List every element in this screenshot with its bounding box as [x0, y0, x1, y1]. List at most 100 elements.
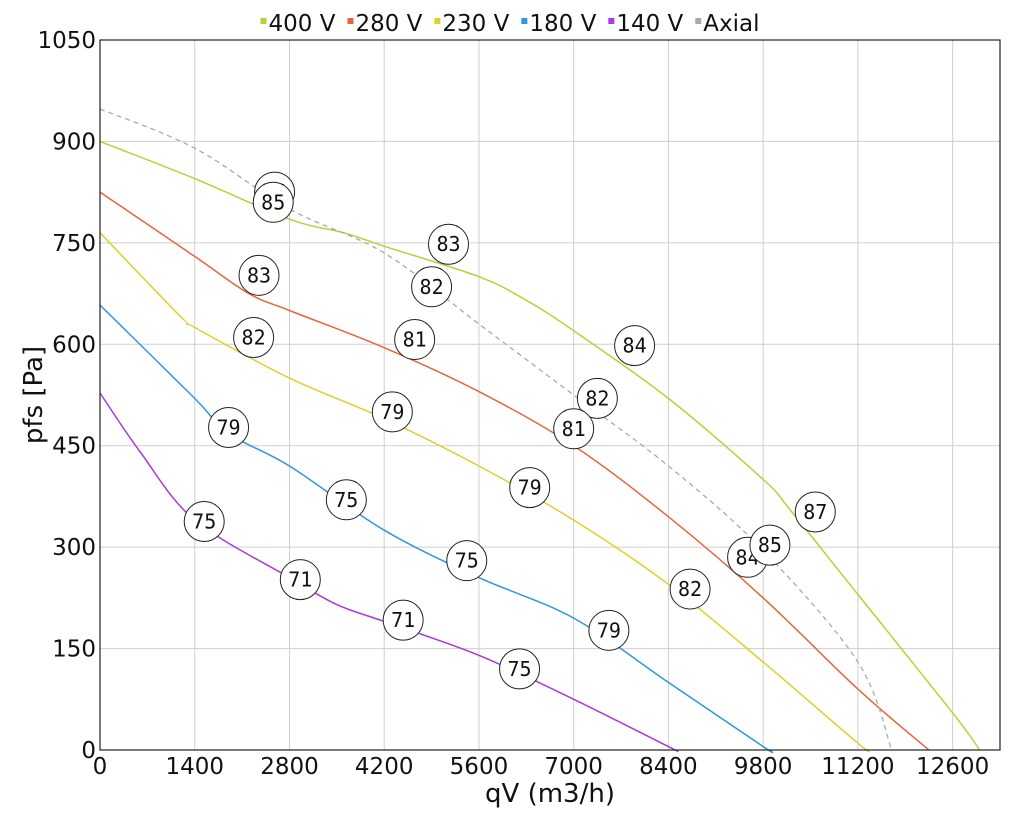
- y-axis-title: pfs [Pa]: [19, 346, 49, 444]
- marker-circle: [499, 648, 541, 690]
- marker-label: 75: [334, 488, 358, 512]
- marker-circle: [669, 568, 711, 610]
- marker-label: 79: [518, 476, 542, 500]
- efficiency-marker: 75: [325, 479, 367, 521]
- x-tick-label: 1400: [165, 754, 224, 780]
- y-axis-ticks: 0 150 300 450 600 750 900 1050: [37, 28, 96, 764]
- y-tick-label: 450: [52, 434, 96, 460]
- series-line-1: [99, 191, 930, 751]
- x-tick-label: 2800: [260, 754, 319, 780]
- marker-circle: [371, 391, 413, 433]
- x-tick-label: 0: [93, 754, 108, 780]
- efficiency-marker: 83: [427, 223, 469, 265]
- x-tick-label: 12600: [916, 754, 989, 780]
- legend-label: 180 V: [529, 11, 596, 37]
- legend-swatch: [434, 18, 441, 24]
- legend: 400 V 280 V 230 V 180 V 140 V Axial: [260, 11, 760, 37]
- marker-circle: [279, 559, 321, 601]
- y-tick-label: 150: [52, 637, 96, 663]
- marker-label: 84: [623, 334, 647, 358]
- marker-label: 83: [436, 232, 460, 256]
- marker-circle: [446, 540, 488, 582]
- legend-item-5: Axial: [695, 11, 760, 37]
- marker-label: 87: [803, 500, 827, 524]
- marker-circle: [749, 524, 791, 566]
- marker-circle: [411, 266, 453, 308]
- efficiency-marker: 75: [446, 540, 488, 582]
- x-tick-label: 4200: [355, 754, 414, 780]
- efficiency-marker: 87: [794, 491, 836, 533]
- marker-circle: [208, 406, 250, 448]
- legend-swatch: [608, 18, 615, 24]
- efficiency-marker: 82: [233, 317, 275, 359]
- x-axis-ticks: 0 1400 2800 4200 5600 7000 8400 9800 11200 12600: [93, 754, 990, 780]
- marker-circle: [238, 254, 280, 296]
- efficiency-marker: 82: [411, 266, 453, 308]
- series-line-5: [99, 108, 893, 751]
- legend-label: 140 V: [616, 11, 683, 37]
- legend-item-1: 280 V: [347, 11, 423, 37]
- marker-circle: [553, 408, 595, 450]
- marker-label: 75: [508, 657, 532, 681]
- marker-label: 79: [597, 618, 621, 642]
- efficiency-marker: 85: [252, 181, 294, 223]
- legend-label: 280 V: [355, 11, 422, 37]
- efficiency-marker: 82: [669, 568, 711, 610]
- marker-circle: [614, 325, 656, 367]
- legend-swatch: [695, 18, 702, 24]
- legend-swatch: [347, 18, 354, 24]
- y-tick-label: 900: [52, 129, 96, 155]
- series-line-4: [99, 392, 679, 753]
- x-tick-label: 11200: [821, 754, 894, 780]
- marker-label: 82: [678, 577, 702, 601]
- marker-circle: [394, 319, 436, 361]
- efficiency-marker: 79: [208, 406, 250, 448]
- marker-label: 85: [261, 190, 285, 214]
- efficiency-marker: 75: [183, 500, 225, 542]
- y-tick-label: 600: [52, 332, 96, 358]
- efficiency-marker: 83: [238, 254, 280, 296]
- x-tick-label: 7000: [544, 754, 603, 780]
- legend-swatch: [521, 18, 528, 24]
- marker-label: 82: [242, 326, 266, 350]
- marker-label: 83: [247, 263, 271, 287]
- grid: [99, 39, 1000, 751]
- marker-circle: [183, 500, 225, 542]
- efficiency-marker: 71: [279, 559, 321, 601]
- legend-item-4: 140 V: [608, 11, 684, 37]
- plot-frame: [99, 39, 1001, 751]
- marker-label: 75: [455, 549, 479, 573]
- efficiency-marker: 81: [394, 319, 436, 361]
- marker-circle: [588, 609, 630, 651]
- x-axis-title: qV (m3/h): [485, 779, 615, 809]
- legend-item-0: 400 V: [260, 11, 336, 37]
- marker-label: 79: [217, 415, 241, 439]
- x-tick-label: 8400: [639, 754, 698, 780]
- x-tick-label: 5600: [450, 754, 509, 780]
- marker-label: 79: [380, 400, 404, 424]
- efficiency-marker: 79: [588, 609, 630, 651]
- efficiency-marker: 84: [614, 325, 656, 367]
- legend-label: Axial: [703, 11, 759, 37]
- marker-label: 71: [288, 568, 312, 592]
- efficiency-marker: 81: [553, 408, 595, 450]
- series-line-2: [99, 232, 870, 753]
- marker-circle: [233, 317, 275, 359]
- efficiency-marker: 79: [371, 391, 413, 433]
- efficiency-marker: 71: [382, 599, 424, 641]
- marker-circle: [794, 491, 836, 533]
- x-tick-label: 9800: [734, 754, 793, 780]
- efficiency-marker: 82: [576, 377, 618, 419]
- marker-label: 82: [420, 275, 444, 299]
- marker-label: 82: [585, 386, 609, 410]
- marker-label: 81: [403, 328, 427, 352]
- legend-item-2: 230 V: [434, 11, 510, 37]
- efficiency-markers: 8585838382848281827981797987758485757582…: [183, 171, 836, 690]
- marker-label: 81: [562, 417, 586, 441]
- marker-label: 85: [758, 533, 782, 557]
- marker-circle: [325, 479, 367, 521]
- efficiency-marker: 79: [509, 467, 551, 509]
- legend-label: 230 V: [442, 11, 509, 37]
- y-tick-label: 750: [52, 231, 96, 257]
